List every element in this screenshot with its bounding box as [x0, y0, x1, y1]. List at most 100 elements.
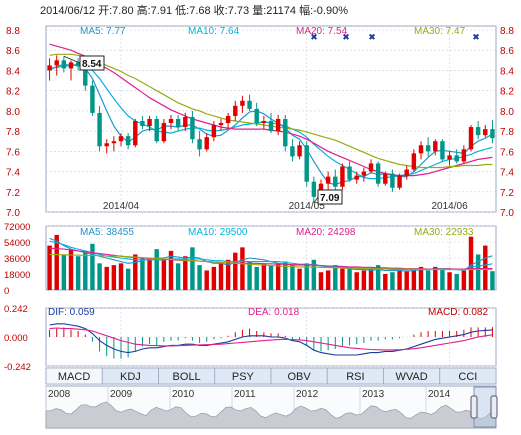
volume-bar	[383, 274, 388, 290]
quote-summary: 2014/06/12 开:7.80 高:7.91 低:7.68 收:7.73 量…	[40, 3, 348, 17]
candle-body	[375, 163, 381, 184]
volume-bar	[75, 256, 81, 290]
low-label-leader	[313, 196, 319, 204]
candle-body	[433, 141, 438, 152]
volume-bar	[218, 263, 224, 290]
event-marker-icon: ✖	[368, 32, 376, 42]
volume-bar	[290, 265, 295, 290]
price-tick-right: 7.6	[500, 147, 514, 158]
candle-body	[133, 121, 138, 146]
volume-tick-left: 18000	[4, 270, 30, 281]
macd-tick-left: 0.242	[4, 304, 28, 315]
price-tick-left: 8.0	[6, 107, 20, 118]
timeline-left-handle[interactable]	[470, 395, 478, 419]
volume-bar	[447, 272, 452, 290]
price-tick-left: 8.4	[6, 66, 20, 77]
candle-body	[218, 123, 224, 126]
volume-moving-averages	[49, 237, 493, 272]
timeline-overview-area	[45, 401, 497, 429]
volume-legend-item: MA20: 24298	[296, 227, 356, 238]
candle-body	[225, 115, 231, 124]
timeline-year-label: 2014	[428, 389, 451, 400]
price-ma20-line	[49, 43, 493, 177]
candle-body	[390, 173, 395, 188]
timeline-right-handle[interactable]	[490, 395, 498, 419]
candle-body	[304, 145, 309, 182]
volume-tick-left: 54000	[4, 238, 30, 249]
low-price-label: 7.09	[320, 193, 340, 204]
candle-body	[197, 139, 202, 150]
volume-bar	[425, 270, 431, 290]
candle-body	[47, 65, 52, 71]
volume-bar	[83, 250, 88, 290]
timeline-year-label: 2008	[48, 389, 71, 400]
volume-bar	[375, 265, 381, 290]
candle-body	[461, 149, 467, 162]
candle-body	[247, 100, 252, 109]
volume-bar	[283, 261, 288, 290]
candle-body	[490, 129, 495, 139]
candle-body	[254, 108, 259, 124]
candle-body	[440, 141, 445, 160]
timeline-navigator[interactable]: 2008 2009 2010 2011 2012 2013 2014	[45, 385, 498, 429]
candle-body	[333, 176, 338, 187]
volume-axis: 72000 54000 36000 18000 0	[4, 222, 30, 297]
macd-tick-left: 0.000	[4, 333, 28, 344]
volume-bar	[325, 270, 331, 290]
price-legend-item: MA5: 7.77	[80, 26, 126, 37]
volume-legend-item: MA10: 29500	[188, 227, 248, 238]
candle-body	[475, 127, 481, 136]
candle-body	[118, 136, 124, 142]
date-tick-label: 2014/04	[103, 201, 140, 212]
volume-bar	[454, 274, 459, 290]
volume-bar	[340, 268, 345, 290]
candle-body	[468, 127, 474, 150]
dea-label: DEA: 0.018	[248, 307, 300, 318]
volume-bar	[268, 265, 274, 290]
candle-body	[447, 155, 452, 160]
macd-value-label: MACD: 0.082	[428, 307, 488, 318]
candle-body	[311, 181, 317, 197]
volume-ma30-line	[49, 253, 493, 271]
candle-body	[425, 145, 431, 152]
tab-label: OBV	[288, 371, 312, 383]
price-legend-item: MA20: 7.54	[296, 26, 348, 37]
candle-body	[54, 60, 59, 66]
candle-body	[204, 137, 209, 150]
volume-bar	[390, 272, 395, 290]
price-legend-item: MA10: 7.64	[188, 26, 240, 37]
volume-bar	[347, 266, 352, 290]
volume-bar	[261, 263, 267, 290]
price-tick-right: 7.4	[500, 168, 514, 179]
timeline-year-label: 2011	[234, 389, 256, 400]
candle-body	[275, 118, 281, 132]
volume-bar	[440, 268, 445, 290]
volume-bar	[161, 259, 167, 290]
price-tick-right: 7.2	[500, 188, 514, 199]
candle-body	[418, 145, 424, 154]
tab-label: RSI	[346, 371, 364, 383]
price-tick-left: 7.0	[6, 208, 20, 219]
candle-body	[383, 173, 388, 184]
volume-bar	[118, 263, 124, 290]
candle-body	[240, 100, 245, 106]
tab-label: MACD	[58, 371, 90, 383]
volume-bar	[168, 250, 174, 290]
candle-body	[340, 166, 345, 187]
tab-cci[interactable]	[439, 367, 497, 385]
price-tick-right: 7.0	[500, 208, 514, 219]
volume-bar	[468, 236, 474, 290]
candle-body	[61, 60, 67, 69]
macd-axis: 0.242 0.000 -0.242	[4, 304, 31, 373]
event-markers[interactable]: ✖ ✖ ✖ ✖	[310, 32, 480, 42]
volume-bar	[197, 265, 202, 290]
candle-body	[361, 171, 367, 176]
indicator-tabs: MACD KDJ BOLL PSY OBV RSI WVAD CCI	[45, 367, 497, 385]
macd-tick-left: -0.242	[4, 362, 31, 373]
date-tick-label: 2014/06	[431, 201, 468, 212]
tab-label: BOLL	[173, 371, 201, 383]
candle-body	[111, 141, 117, 144]
candle-body	[404, 169, 409, 176]
extreme-price-labels: 8.54 7.09	[63, 55, 343, 205]
volume-bar	[275, 263, 281, 290]
